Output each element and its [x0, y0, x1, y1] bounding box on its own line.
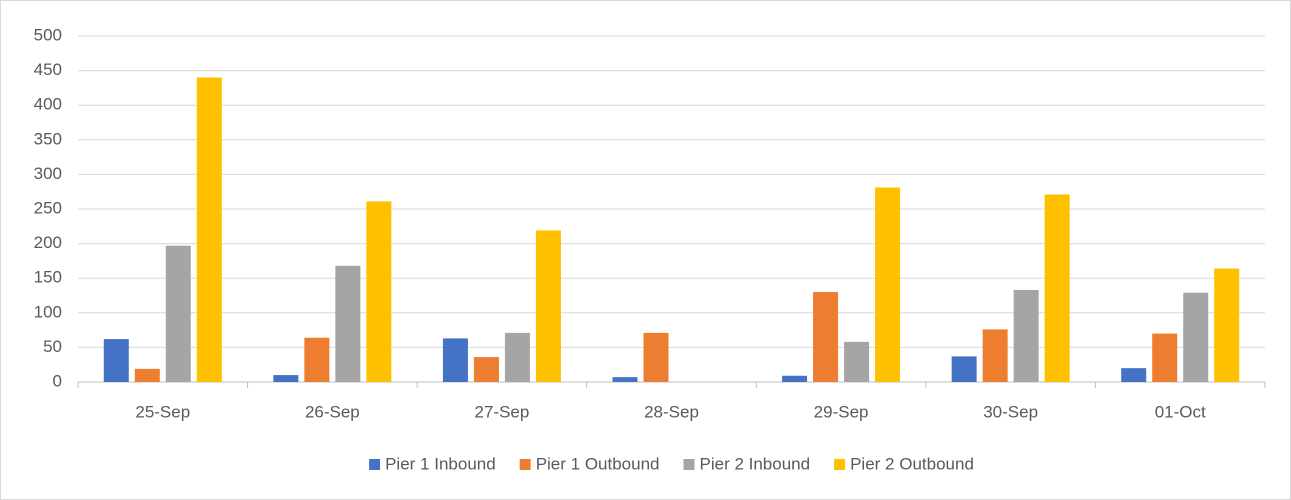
bar	[442, 338, 468, 382]
y-tick-label: 50	[43, 337, 62, 356]
bar	[473, 357, 499, 382]
bar	[844, 341, 870, 382]
bar	[103, 339, 129, 382]
bar	[1013, 289, 1039, 382]
bar	[1183, 292, 1209, 382]
bar	[134, 368, 160, 382]
x-tick-label: 29-Sep	[814, 402, 869, 421]
y-tick-label: 300	[34, 164, 62, 183]
bar	[782, 375, 808, 382]
bar	[335, 265, 361, 382]
y-tick-label: 400	[34, 95, 62, 114]
bar	[813, 292, 839, 382]
bar	[1121, 368, 1147, 382]
x-tick-label: 25-Sep	[135, 402, 190, 421]
bar	[165, 245, 191, 382]
legend-label: Pier 1 Inbound	[385, 454, 496, 473]
bar	[875, 187, 901, 382]
y-tick-label: 0	[53, 371, 62, 390]
bar	[535, 230, 561, 382]
bar	[1044, 194, 1070, 382]
legend-swatch	[834, 459, 846, 470]
y-tick-label: 200	[34, 233, 62, 252]
y-tick-label: 350	[34, 129, 62, 148]
legend-swatch	[519, 459, 531, 470]
x-tick-label: 01-Oct	[1155, 402, 1206, 421]
bar	[504, 332, 530, 382]
x-tick-label: 28-Sep	[644, 402, 699, 421]
bar	[366, 201, 392, 382]
y-tick-label: 250	[34, 198, 62, 217]
legend-label: Pier 2 Inbound	[700, 454, 811, 473]
bar	[1214, 268, 1240, 382]
y-tick-label: 150	[34, 268, 62, 287]
y-tick-label: 100	[34, 302, 62, 321]
legend-swatch	[683, 459, 695, 470]
bar	[304, 337, 330, 382]
y-tick-label: 500	[34, 25, 62, 44]
x-tick-label: 30-Sep	[983, 402, 1038, 421]
legend-label: Pier 1 Outbound	[536, 454, 660, 473]
legend-label: Pier 2 Outbound	[850, 454, 974, 473]
x-tick-label: 26-Sep	[305, 402, 360, 421]
bar	[643, 332, 669, 382]
bar	[951, 356, 977, 382]
bar	[612, 377, 638, 382]
x-tick-label: 27-Sep	[475, 402, 530, 421]
legend-swatch	[369, 459, 381, 470]
bar	[982, 329, 1008, 382]
y-tick-label: 450	[34, 60, 62, 79]
bar	[196, 77, 222, 383]
bar	[273, 375, 299, 382]
bar	[1152, 333, 1178, 382]
